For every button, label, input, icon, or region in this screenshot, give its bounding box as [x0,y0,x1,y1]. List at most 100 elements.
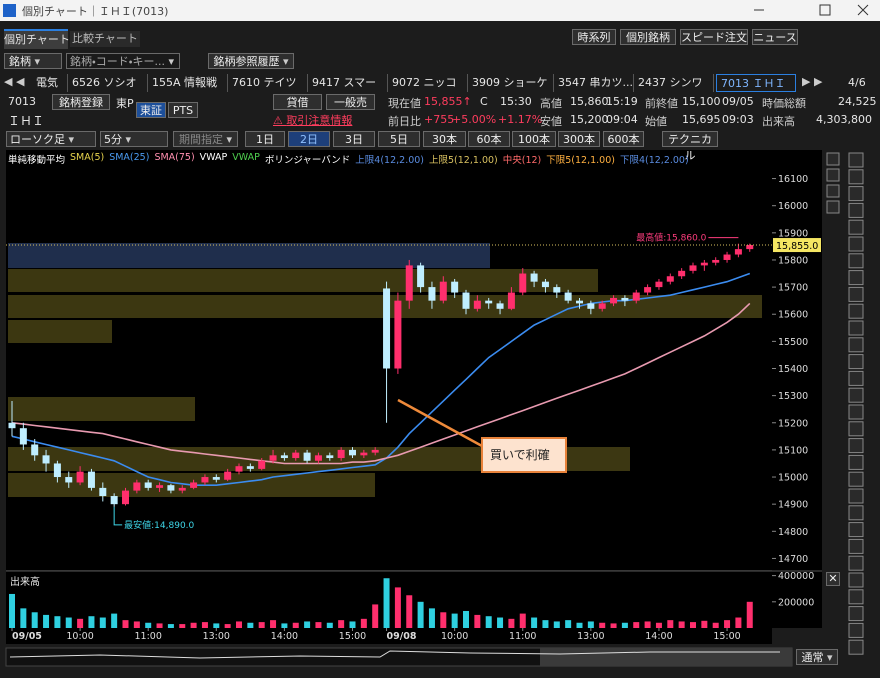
tool-icon[interactable] [848,387,864,403]
candle-body [383,288,391,369]
tool-icon[interactable] [848,286,864,302]
tool-icon[interactable] [848,421,864,437]
low-marker [113,506,123,526]
last-price-box [773,238,821,253]
button[interactable]: スピード注文 [680,29,748,45]
close[interactable] [857,4,869,16]
y-tick-label: 15700 [778,283,808,294]
tool-icon[interactable] [848,236,864,252]
tool-icon[interactable] [848,471,864,487]
notice[interactable]: ⚠ 取引注意情報 [273,114,353,127]
interval[interactable]: 5分 [100,131,168,147]
tool-icon[interactable] [848,488,864,504]
volume-bar [508,618,515,628]
note-text: 買いで利確 [490,447,550,462]
tool-icon[interactable] [848,606,864,622]
tab[interactable]: 比較チャート [70,31,140,47]
exchange[interactable]: 東証 [136,102,166,118]
scroll-mode[interactable]: 通常 [796,649,838,665]
tool-icon[interactable] [848,219,864,235]
y-tick-label: 15900 [778,228,808,239]
tool-icon[interactable] [848,354,864,370]
volume-bar [99,617,106,628]
span[interactable]: 3日 [333,131,375,147]
y-tick-label: 15800 [778,255,808,266]
tool-icon[interactable] [848,253,864,269]
scroll-thumb[interactable] [540,648,792,666]
notice-text[interactable]: 取引注意情報 [286,114,353,127]
tool-icon[interactable] [848,589,864,605]
span[interactable]: 5日 [378,131,420,147]
volume-bar [610,623,617,628]
margin-button[interactable]: 貸借 [273,94,322,110]
tool-icon[interactable] [848,522,864,538]
bars[interactable]: 600本 [603,131,644,147]
tool-icon[interactable] [848,639,864,655]
candle-body [212,477,220,480]
tool-icon[interactable] [848,169,864,185]
v-tick-label: 400000 [778,571,814,582]
volume-bar [77,618,84,628]
tool-icon[interactable] [848,270,864,286]
tab[interactable]: 個別チャート [4,29,70,49]
technical[interactable]: テクニカル [662,131,718,162]
ticker[interactable]: 3909 ショーケース [468,74,554,92]
maximize[interactable] [819,4,831,16]
exchange[interactable]: PTS [168,102,198,118]
window-title: 個別チャート｜ＩＨＩ(7013) [22,5,169,18]
strip-nav[interactable]: ◀ ◀ [4,75,25,88]
tool-icon[interactable] [848,202,864,218]
bars[interactable]: 60本 [468,131,510,147]
tool-icon[interactable] [848,438,864,454]
tool-icon[interactable] [848,454,864,470]
search-input[interactable]: 銘柄・コード・キー... [66,53,180,69]
ticker[interactable]: 7610 テイツー [228,74,308,92]
bars[interactable]: 300本 [558,131,600,147]
register-button[interactable]: 銘柄登録 [52,94,110,110]
history-select[interactable]: 銘柄参照履歴 [208,53,294,69]
general-button[interactable]: 一般売 [326,94,375,110]
tool-icon[interactable] [848,505,864,521]
ticker[interactable]: 電気 [32,74,68,92]
legend-item: SMA(5) [70,152,105,163]
tool-icon[interactable] [848,320,864,336]
tool-icon[interactable] [848,572,864,588]
span[interactable]: 1日 [245,131,285,147]
ticker-active[interactable]: 7013 ＩＨＩ [716,74,796,92]
ticker[interactable]: 6526 ソシオネ... [68,74,148,92]
legend-item: VWAP [232,152,260,163]
x-tick-label: 10:00 [66,631,93,642]
tool-icon[interactable] [848,538,864,554]
tool-icon[interactable] [848,404,864,420]
candle-body [292,452,300,459]
volume-bar [338,620,345,628]
ticker[interactable]: 155A 情報戦略 [148,74,228,92]
ticker[interactable]: 9417 スマート... [308,74,388,92]
ticker[interactable]: 3547 串カツ... [554,74,634,92]
tool-icon[interactable] [848,622,864,638]
tool-icon[interactable] [848,370,864,386]
tool-icon[interactable] [848,303,864,319]
chart-type[interactable]: ローソク足 [6,131,96,147]
bars[interactable]: 100本 [512,131,556,147]
period[interactable]: 期間指定 [173,131,238,147]
tool-icon[interactable] [848,186,864,202]
ticker[interactable]: 2437 シンワワ... [634,74,714,92]
volume-bar [145,622,152,628]
button[interactable]: 個別銘柄 [620,29,676,45]
close-panel[interactable]: ✕ [826,572,840,586]
ticker[interactable]: 9072 ニッコン... [388,74,468,92]
candle-body [167,485,175,491]
button[interactable]: 時系列 [572,29,616,45]
tool-icon[interactable] [848,152,864,168]
span[interactable]: 2日 [288,131,330,147]
volume-bar [383,578,390,628]
button[interactable]: ニュース [752,29,798,45]
tool-icon[interactable] [848,555,864,571]
tool-icon[interactable] [848,337,864,353]
strip-nav[interactable]: ▶ ▶ [802,75,823,88]
volume-bar [258,622,265,628]
bars[interactable]: 30本 [423,131,466,147]
mode-select[interactable]: 銘柄 [4,53,62,69]
legend: 単純移動平均 SMA(5) SMA(25) SMA(75) VWAP VWAP ボリンジャー… [8,152,689,166]
